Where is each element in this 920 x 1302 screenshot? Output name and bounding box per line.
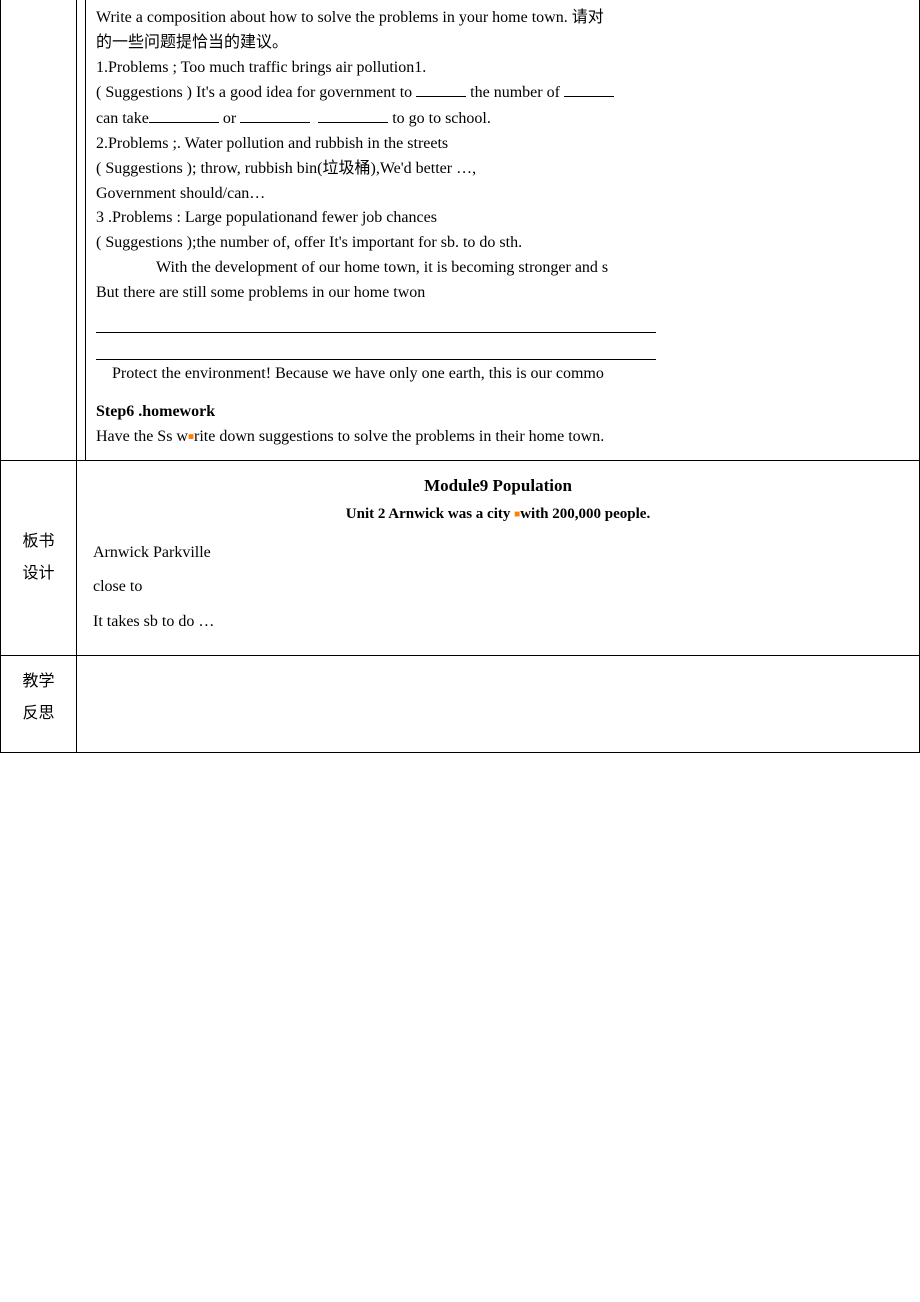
line: ( Suggestions ); throw, rubbish bin(垃圾桶)… [96, 157, 909, 182]
sidebar-label: 设计 [22, 558, 54, 590]
line: can take or to go to school. [96, 106, 909, 132]
line: Protect the environment! Because we have… [96, 362, 909, 387]
spacer-col [77, 0, 86, 460]
sidebar-label: 教学 [22, 666, 54, 698]
gap [96, 386, 909, 400]
sidebar-empty [1, 0, 77, 460]
line: Write a composition about how to solve t… [96, 6, 909, 31]
board-line: Arnwick Parkville [93, 541, 909, 566]
board-line: It takes sb to do … [93, 610, 909, 635]
line: 2.Problems ;. Water pollution and rubbis… [96, 132, 909, 157]
document-page: Write a composition about how to solve t… [0, 0, 920, 753]
line: 3 .Problems : Large populationand fewer … [96, 206, 909, 231]
writing-blank-line [96, 310, 656, 333]
line: But there are still some problems in our… [96, 281, 909, 306]
text: Protect the environment! Because we have… [112, 365, 604, 382]
sidebar-board-design: 板书 设计 [1, 461, 77, 655]
board-line: close to [93, 575, 909, 600]
line: ( Suggestions );the number of, offer It'… [96, 231, 909, 256]
blank [318, 106, 388, 123]
line: With the development of our home town, i… [96, 256, 909, 281]
writing-blank-line [96, 337, 656, 360]
writing-task-content: Write a composition about how to solve t… [86, 0, 919, 460]
text: Unit 2 Arnwick was a city [346, 506, 514, 522]
row-board-design: 板书 设计 Module9 Population Unit 2 Arnwick … [1, 460, 919, 655]
blank [564, 80, 614, 97]
text: ( Suggestions ) It's a good idea for gov… [96, 84, 416, 101]
blank [416, 80, 466, 97]
text: Have the Ss w [96, 428, 188, 445]
line: 1.Problems ; Too much traffic brings air… [96, 56, 909, 81]
text: with 200,000 people. [520, 506, 650, 522]
sidebar-label: 反思 [22, 698, 54, 730]
line: ( Suggestions ) It's a good idea for gov… [96, 80, 909, 106]
row-writing-task: Write a composition about how to solve t… [1, 0, 919, 460]
text: rite down suggestions to solve the probl… [194, 428, 604, 445]
line: Government should/can… [96, 182, 909, 207]
line: 的一些问题提恰当的建议。 [96, 31, 909, 56]
step6-heading: Step6 .homework [96, 400, 909, 425]
text: can take [96, 110, 149, 127]
module-title: Module9 Population [87, 473, 909, 499]
row-teaching-reflection: 教学 反思 [1, 655, 919, 752]
board-design-content: Module9 Population Unit 2 Arnwick was a … [77, 461, 919, 655]
text: to go to school. [388, 110, 491, 127]
teaching-reflection-content [77, 656, 919, 752]
text: or [219, 110, 240, 127]
sidebar-teaching-reflection: 教学 反思 [1, 656, 77, 752]
blank [240, 106, 310, 123]
blank [149, 106, 219, 123]
unit-title: Unit 2 Arnwick was a city ■with 200,000 … [87, 503, 909, 526]
sidebar-label: 板书 [22, 526, 54, 558]
step6-body: Have the Ss w■rite down suggestions to s… [96, 425, 909, 450]
text: the number of [466, 84, 564, 101]
